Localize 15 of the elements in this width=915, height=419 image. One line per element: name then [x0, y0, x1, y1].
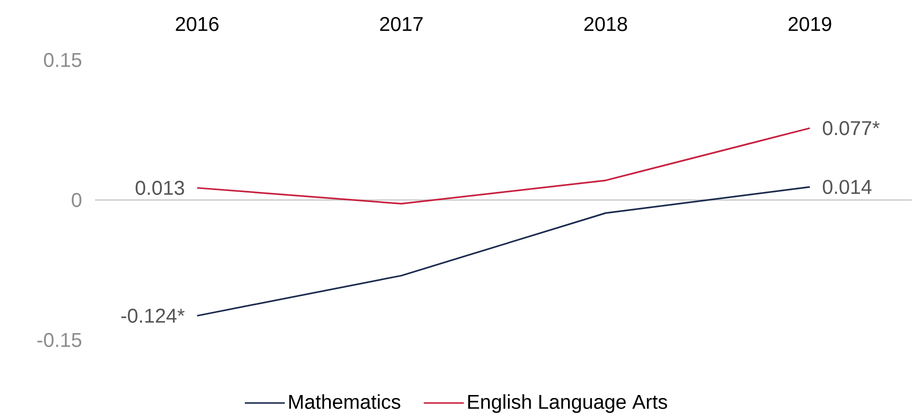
line-series	[196, 127, 811, 205]
y-tick-label: -0.15	[37, 332, 82, 348]
x-tick-label: 2016	[176, 16, 218, 32]
line-series	[196, 186, 811, 317]
data-label: 0.014	[822, 180, 872, 194]
x-tick-label: 2019	[788, 16, 832, 32]
legend-label: English Language Arts	[468, 394, 668, 413]
data-label: -0.124*	[121, 308, 185, 323]
y-tick-label: 0	[72, 192, 82, 208]
x-tick-label: 2018	[584, 16, 627, 32]
y-tick-label: 0.15	[44, 52, 82, 68]
data-label: 0.077*	[822, 121, 880, 136]
x-tick-label: 2017	[380, 16, 423, 32]
data-label: 0.013	[136, 180, 184, 195]
legend-label: Mathematics	[289, 394, 400, 409]
